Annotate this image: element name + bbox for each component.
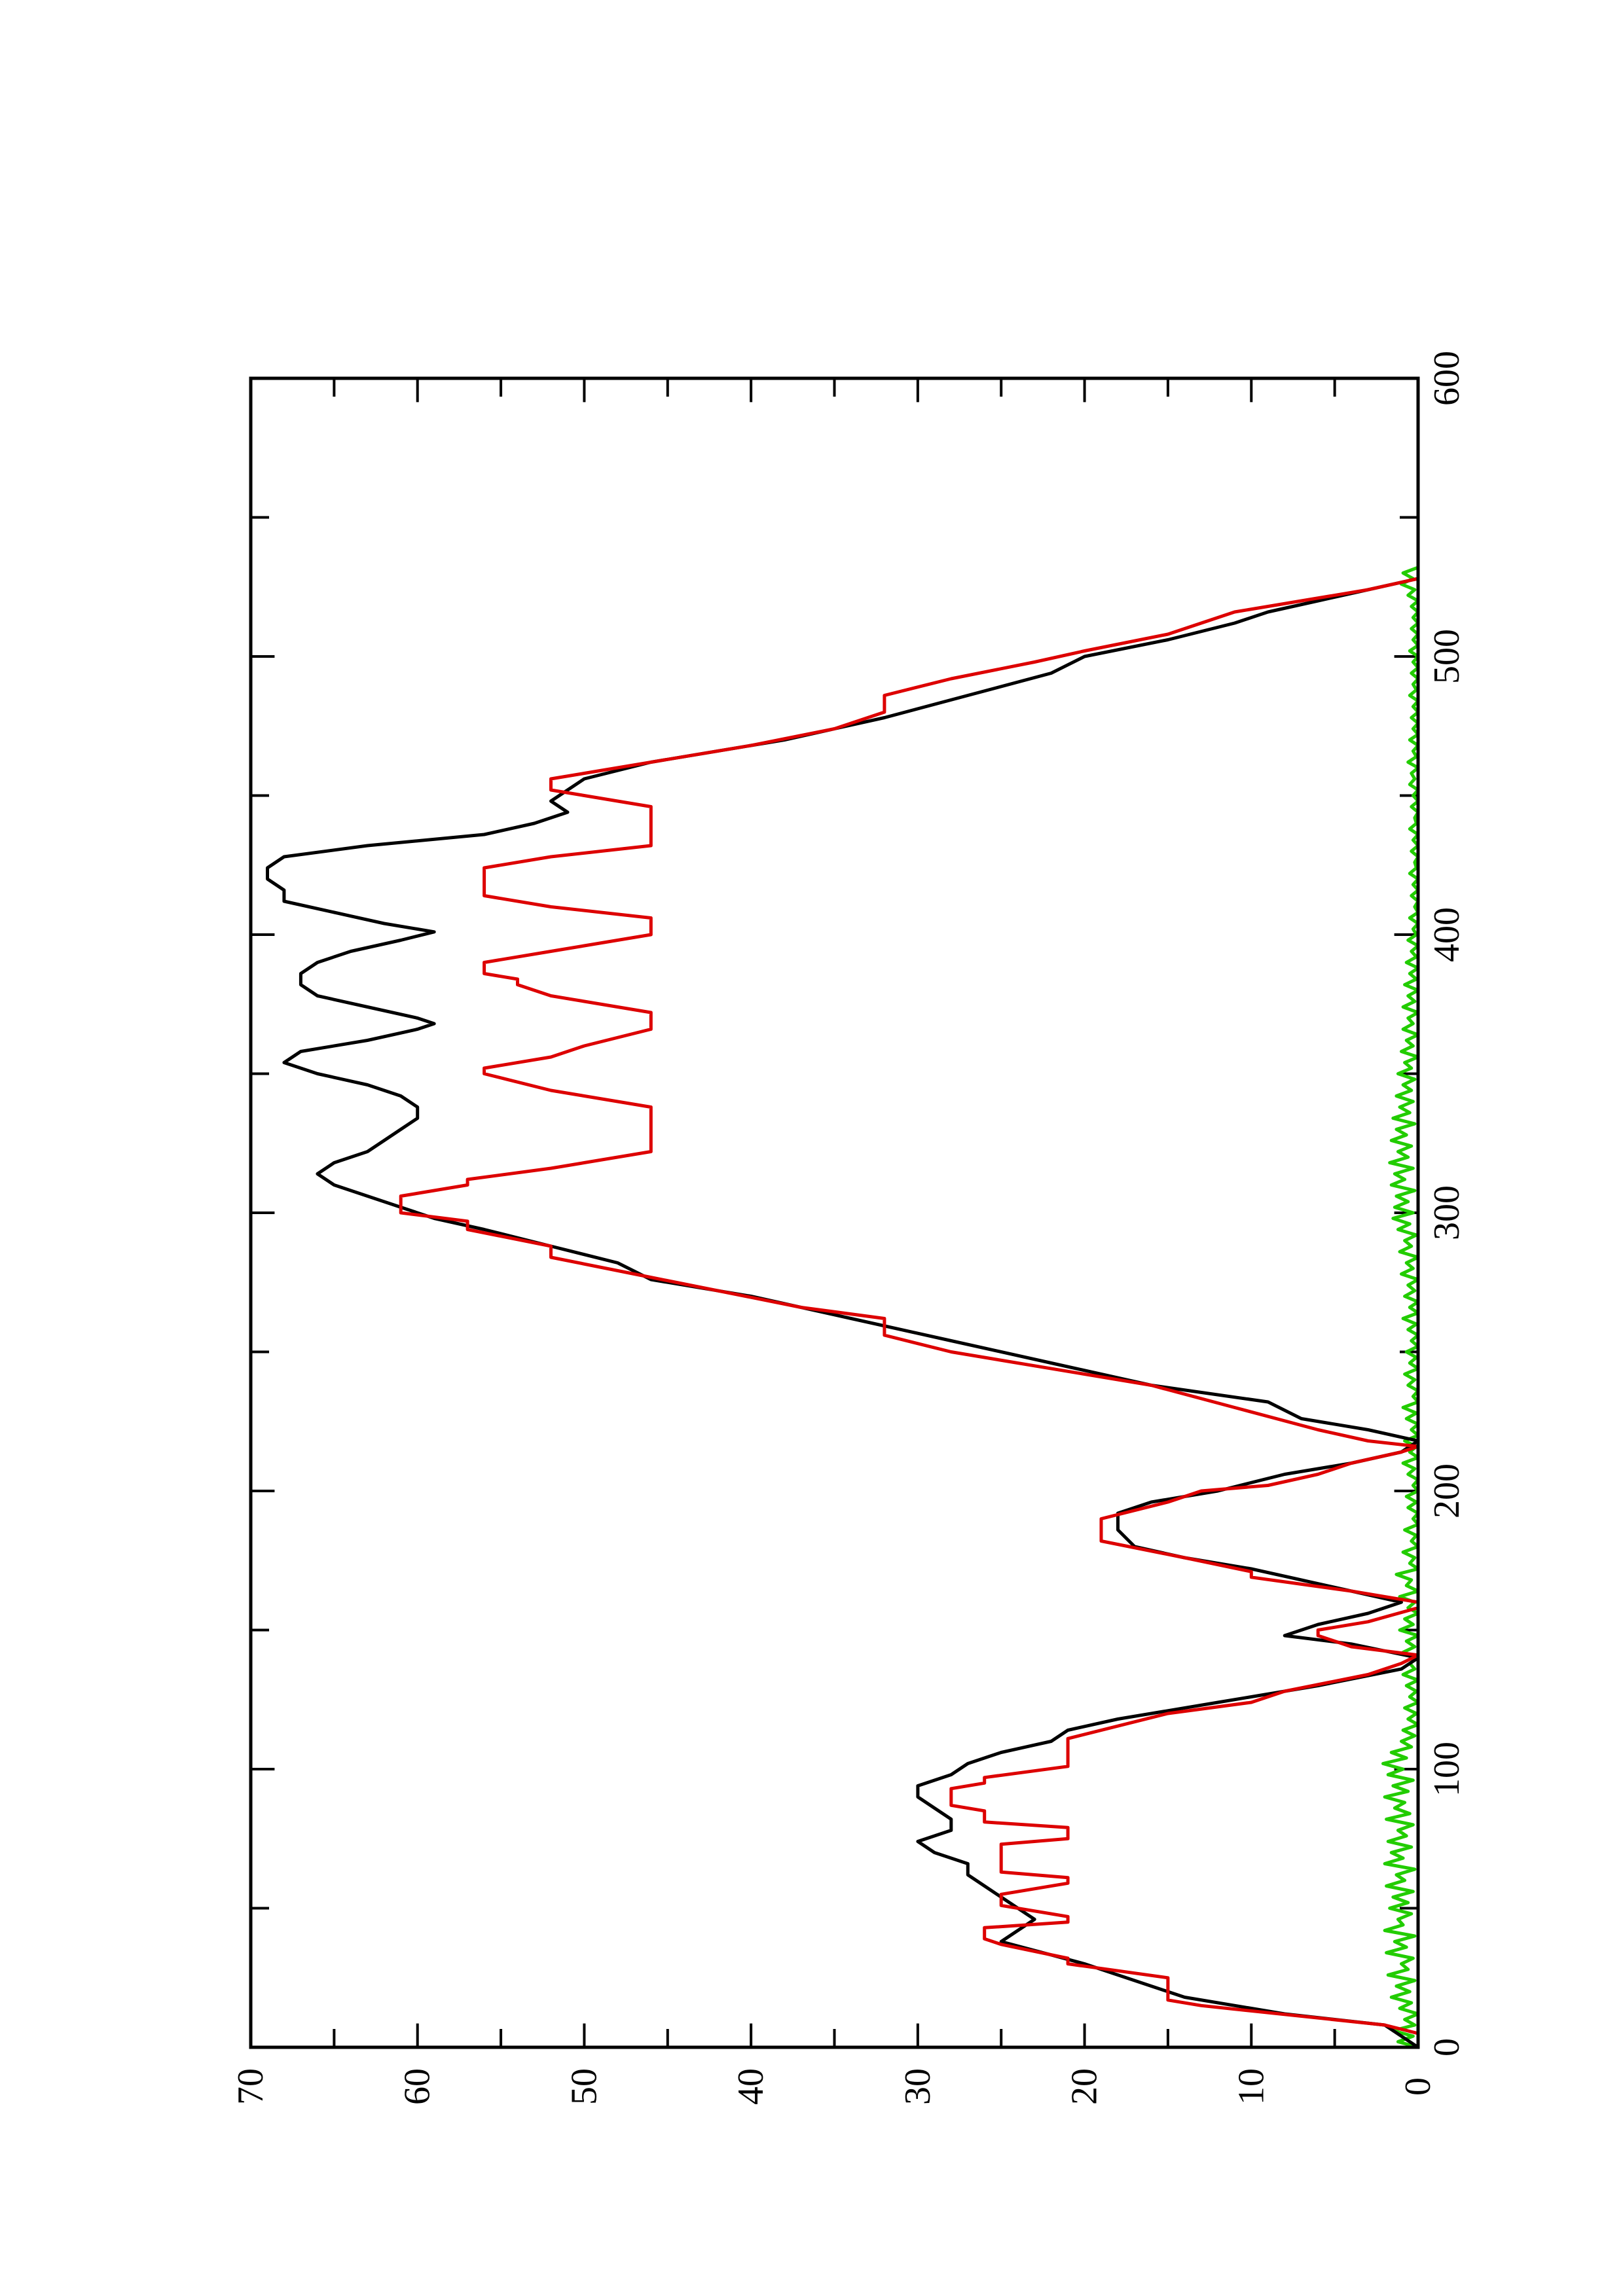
- plot-frame: [249, 376, 1420, 2049]
- y-tick-label: 30: [898, 2068, 938, 2105]
- y-tick-label: 40: [731, 2068, 771, 2105]
- tick-marks: [249, 377, 1419, 2049]
- y-tick-label: 20: [1065, 2068, 1105, 2105]
- x-tick-label: 200: [1427, 1463, 1467, 1518]
- series-black-line: [266, 577, 1420, 2049]
- x-tick-label: 0: [1427, 2038, 1467, 2056]
- tick-labels: 0 100 200 300 400 500 600 0 10 20 30 40 50 60 70: [230, 351, 1467, 2105]
- x-tick-label: 400: [1427, 907, 1467, 962]
- x-tick-label: 600: [1427, 351, 1467, 406]
- series-red-line: [399, 577, 1420, 2047]
- series-green-line: [1381, 565, 1420, 2049]
- y-tick-label: 70: [230, 2068, 271, 2105]
- y-tick-label: 50: [564, 2068, 604, 2105]
- x-tick-label: 100: [1427, 1742, 1467, 1797]
- series-layer: [266, 565, 1420, 2049]
- y-tick-label: 60: [397, 2068, 438, 2105]
- x-tick-label: 500: [1427, 629, 1467, 684]
- y-tick-label: 10: [1231, 2068, 1271, 2105]
- y-tick-label: 0: [1398, 2077, 1438, 2096]
- x-tick-label: 300: [1427, 1185, 1467, 1240]
